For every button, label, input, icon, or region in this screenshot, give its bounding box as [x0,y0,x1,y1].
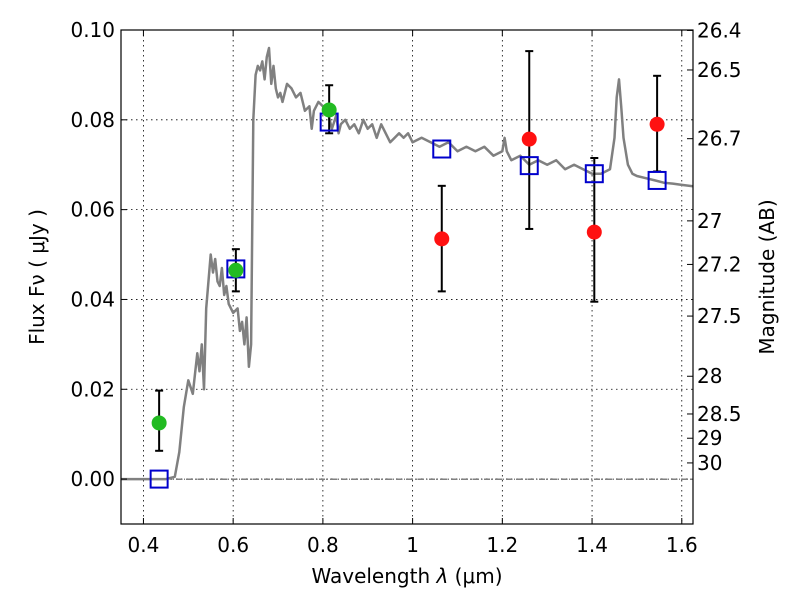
x-tick-label: 0.4 [128,533,160,557]
right-tick-label: 28.5 [697,402,742,426]
right-tick-label: 27 [697,209,722,233]
x-tick-label: 0.8 [307,533,339,557]
model-photometry-square [149,469,169,489]
right-tick-label: 26.7 [697,127,742,151]
model-photometry-square [519,156,539,176]
nir-data-point [521,131,537,147]
x-tick-label: 1.2 [486,533,518,557]
nir-data-point [649,116,665,132]
right-y-axis-label: Magnitude (AB) [755,199,779,354]
nir-data-point [586,224,602,240]
optical-data-point [151,415,167,431]
y-tick-label: 0.10 [70,18,115,42]
x-tick-label: 1 [406,533,419,557]
photometry-markers-layer [149,50,667,489]
right-tick-label: 28 [697,364,722,388]
right-tick-label: 26.4 [697,18,742,42]
axis-layer: 0.4 0.6 0.8 1 1.2 1.4 1.6 0.00 0.02 0.04 0.06 0.08 0… [70,18,741,557]
model-photometry-square [584,164,604,184]
model-photometry-square [647,170,667,190]
y-tick-label: 0.02 [70,377,115,401]
model-spectrum-layer [121,46,693,481]
right-tick-label: 29 [697,426,722,450]
optical-data-point [321,102,337,118]
right-tick-label: 27.5 [697,304,742,328]
nir-data-point [434,231,450,247]
model-photometry-square [432,139,452,159]
x-tick-label: 0.6 [217,533,249,557]
y-tick-label: 0.06 [70,198,115,222]
model-spectrum-line [121,46,693,481]
right-tick-label: 27.2 [697,252,742,276]
optical-data-point [228,262,244,278]
plot-frame [120,29,694,525]
y-tick-label: 0.04 [70,287,115,311]
y-axis-label: Flux Fν ( μJy ) [25,209,49,345]
right-tick-label: 30 [697,451,722,475]
right-tick-label: 26.5 [697,58,742,82]
x-tick-label: 1.6 [666,533,698,557]
x-tick-label: 1.4 [576,533,608,557]
grid-layer [121,29,693,524]
y-tick-label: 0.00 [70,467,115,491]
y-tick-label: 0.08 [70,108,115,132]
x-axis-label: Wavelength λ (μm) [311,564,502,588]
